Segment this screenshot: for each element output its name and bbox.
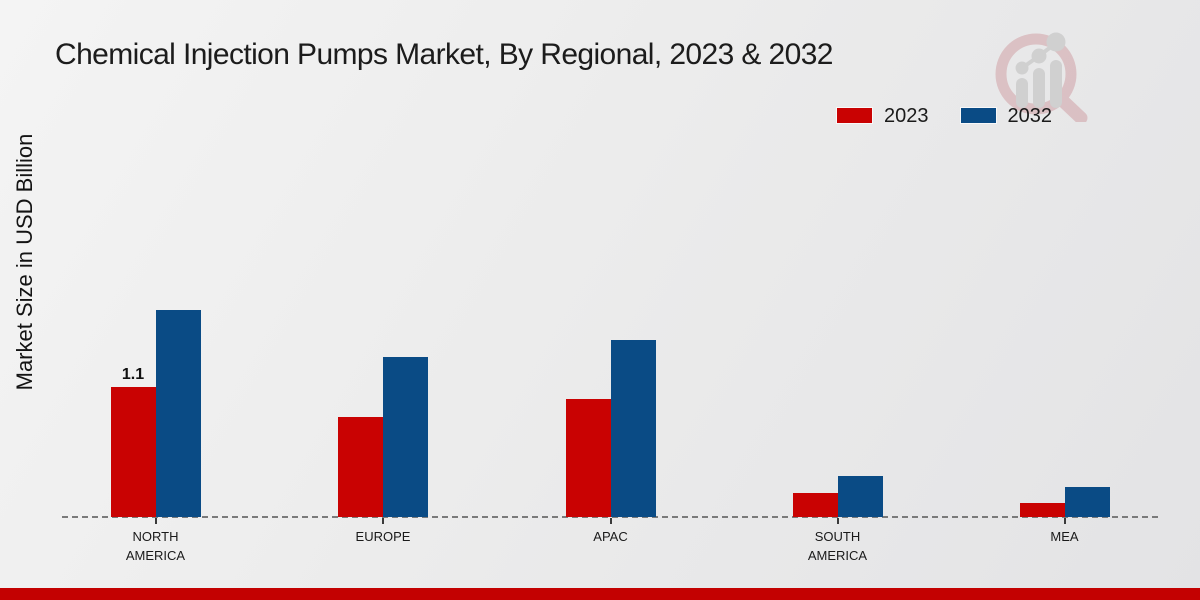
category-label-south-america: SOUTH AMERICA (807, 529, 868, 563)
bar-2023-north-america (110, 387, 156, 517)
chart-title: Chemical Injection Pumps Market, By Regi… (55, 38, 834, 71)
bar-2032-north-america (155, 310, 201, 517)
bar-2023-europe (338, 417, 383, 517)
bar-2032-south-america (837, 476, 883, 517)
bar-2032-apac (610, 340, 656, 517)
legend: 2023 2032 (837, 105, 1052, 126)
legend-label-2023: 2023 (884, 105, 929, 127)
legend-swatch-2032 (960, 108, 996, 123)
bar-2023-apac (565, 399, 611, 517)
footer-accent-band (0, 588, 1200, 600)
legend-item-2023: 2023 (837, 105, 929, 126)
x-axis-tick-apac (609, 518, 612, 524)
market-research-magnifier-logo (995, 32, 1088, 122)
category-label-north-america: NORTH AMERICA (125, 529, 186, 563)
bar-2023-south-america (792, 493, 838, 517)
category-label-europe: EUROPE (355, 529, 411, 544)
x-axis-tick-europe (382, 518, 384, 524)
x-axis-baseline (62, 516, 1158, 518)
category-label-mea: MEA (1050, 529, 1079, 544)
bar-2023-mea (1019, 503, 1065, 517)
bar-value-label-1.1: 1.1 (121, 366, 145, 383)
bar-2032-mea (1064, 487, 1110, 517)
bar-2032-europe (383, 357, 428, 517)
x-axis-tick-mea (1063, 518, 1066, 524)
legend-label-2032: 2032 (1007, 105, 1053, 127)
legend-swatch-2023 (837, 108, 872, 123)
category-label-apac: APAC (593, 529, 628, 544)
x-axis-tick-south-america (836, 518, 839, 524)
legend-item-2032: 2032 (960, 105, 1053, 127)
x-axis-tick-north-america (154, 518, 157, 524)
